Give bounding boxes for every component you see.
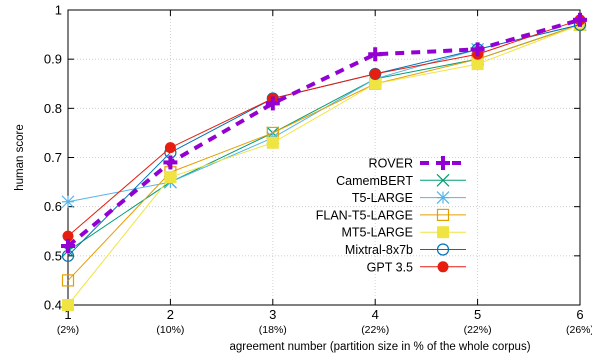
legend-marker [437, 226, 449, 239]
x-sub-label: (26%) [566, 324, 592, 336]
y-tick-label: 1 [55, 3, 62, 18]
y-tick-label: 0.9 [44, 52, 62, 67]
x-sub-label: (22%) [361, 324, 389, 336]
y-axis-label: human score [14, 124, 26, 190]
legend-label: T5-LARGE [352, 191, 413, 205]
data-point [164, 142, 176, 154]
data-point [369, 77, 382, 90]
series-line [66, 17, 581, 248]
data-point [61, 274, 75, 287]
series-line [67, 24, 581, 281]
legend-label: FLAN-T5-LARGE [316, 208, 413, 222]
data-point [470, 42, 485, 57]
data-point [266, 136, 279, 149]
data-point [61, 195, 75, 209]
axes: 0.4 0.5 0.6 0.7 0.8 0.9 1 1 (2%) 2 (10%) 3 (18%) 4 (22… [44, 3, 592, 337]
series-line [67, 24, 581, 306]
legend-label: CamemBERT [336, 174, 413, 188]
legend-marker [436, 173, 450, 187]
x-tick-label: 3 [269, 307, 276, 322]
legend-marker [437, 261, 449, 273]
data-point [573, 12, 587, 27]
x-sub-label: (18%) [259, 324, 287, 336]
y-tick-label: 0.6 [44, 199, 62, 214]
legend-label: MT5-LARGE [341, 226, 413, 240]
x-tick-label: 5 [474, 307, 481, 322]
data-point [163, 155, 178, 170]
series-mt5-large [62, 18, 586, 311]
x-sub-label: (22%) [464, 324, 492, 336]
legend-label: Mixtral-8x7b [345, 243, 413, 257]
legend-marker [436, 191, 450, 205]
legend: ROVER CamemBERT T5-LARGE FLAN-T5-LARGE MT5-L… [316, 156, 466, 274]
data-point [62, 299, 74, 311]
legend-label: ROVER [369, 157, 413, 171]
x-sub-label: (2%) [57, 324, 79, 336]
x-tick-label: 1 [64, 307, 71, 322]
legend-marker [436, 208, 450, 221]
legend-marker [436, 156, 450, 170]
series-lines [61, 12, 587, 311]
x-tick-label: 4 [372, 307, 379, 322]
data-point [265, 96, 280, 111]
data-point [471, 58, 484, 71]
x-tick-label: 6 [576, 307, 583, 322]
y-tick-label: 0.4 [44, 298, 62, 313]
series-rover [61, 12, 587, 253]
legend-label: GPT 3.5 [367, 260, 413, 274]
x-tick-label: 2 [167, 307, 174, 322]
series-line [67, 19, 581, 237]
data-point [368, 47, 383, 62]
y-tick-label: 0.5 [44, 248, 62, 263]
y-tick-label: 0.8 [44, 101, 62, 116]
data-point [61, 239, 75, 253]
x-sub-label: (10%) [156, 324, 184, 336]
data-point [62, 230, 74, 242]
series-mixtral-8x7b [61, 18, 587, 262]
data-point [164, 171, 177, 184]
legend-marker [436, 243, 450, 256]
data-point [369, 68, 381, 80]
y-tick-label: 0.7 [44, 150, 62, 165]
x-axis-label: agreement number (partition size in % of… [229, 341, 530, 353]
